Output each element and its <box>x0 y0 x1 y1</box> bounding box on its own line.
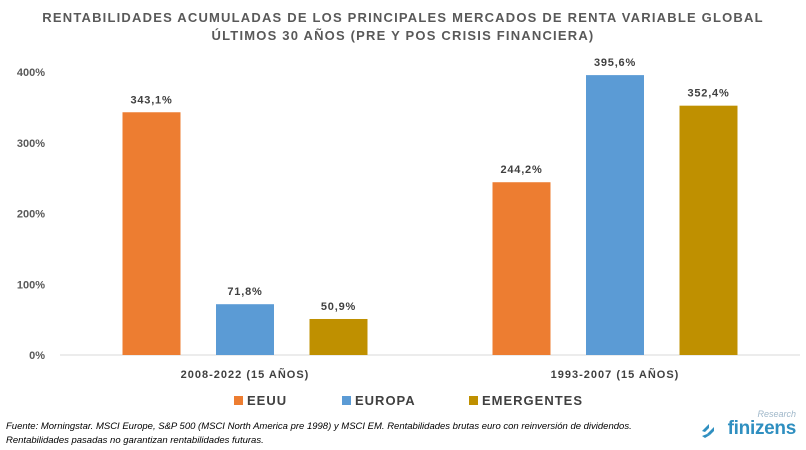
logo-tagline: Research <box>757 409 796 419</box>
legend-label-emergentes: EMERGENTES <box>482 393 583 408</box>
data-label: 50,9% <box>321 301 356 313</box>
footnote-disclaimer: Rentabilidades pasadas no garantizan ren… <box>6 435 264 446</box>
legend-swatch-europa <box>342 396 351 405</box>
bar-eeuu-1 <box>122 112 181 356</box>
bar-eeuu-2 <box>492 182 551 355</box>
bar-emergentes-1 <box>309 318 368 355</box>
chart-title: RENTABILIDADES ACUMULADAS DE LOS PRINCIP… <box>42 10 764 25</box>
legend-swatch-emergentes <box>469 396 478 405</box>
footnote-source: Fuente: Morningstar. MSCI Europe, S&P 50… <box>6 421 632 432</box>
finizens-logo: Research finizens <box>698 409 798 443</box>
y-tick-label: 300% <box>17 138 45 150</box>
legend-label-eeuu: EEUU <box>247 393 287 408</box>
data-label: 395,6% <box>594 57 636 69</box>
y-tick-label: 0% <box>29 350 45 362</box>
y-tick-label: 100% <box>17 279 45 291</box>
data-label: 352,4% <box>687 88 729 100</box>
legend-label-europa: EUROPA <box>355 393 416 408</box>
legend-swatch-eeuu <box>234 396 243 405</box>
bar-emergentes-2 <box>679 105 738 355</box>
bar-europa-1 <box>216 304 274 355</box>
y-tick-label: 400% <box>17 67 45 79</box>
data-label: 244,2% <box>500 164 542 176</box>
chart-subtitle: ÚLTIMOS 30 AÑOS (PRE Y POS CRISIS FINANC… <box>211 28 595 43</box>
logo-wordmark: finizens <box>727 418 797 439</box>
bar-europa-2 <box>586 75 644 355</box>
bar-chart: 0% 100% 200% 300% 400% 343,1% 71,8% 50,9% 2008-2… <box>17 57 800 408</box>
x-category-label: 1993-2007 (15 AÑOS) <box>551 368 680 381</box>
x-category-label: 2008-2022 (15 AÑOS) <box>181 368 310 381</box>
y-tick-label: 200% <box>17 209 45 221</box>
data-label: 343,1% <box>130 94 172 106</box>
finizens-mark-icon <box>702 424 714 438</box>
data-label: 71,8% <box>227 286 262 298</box>
